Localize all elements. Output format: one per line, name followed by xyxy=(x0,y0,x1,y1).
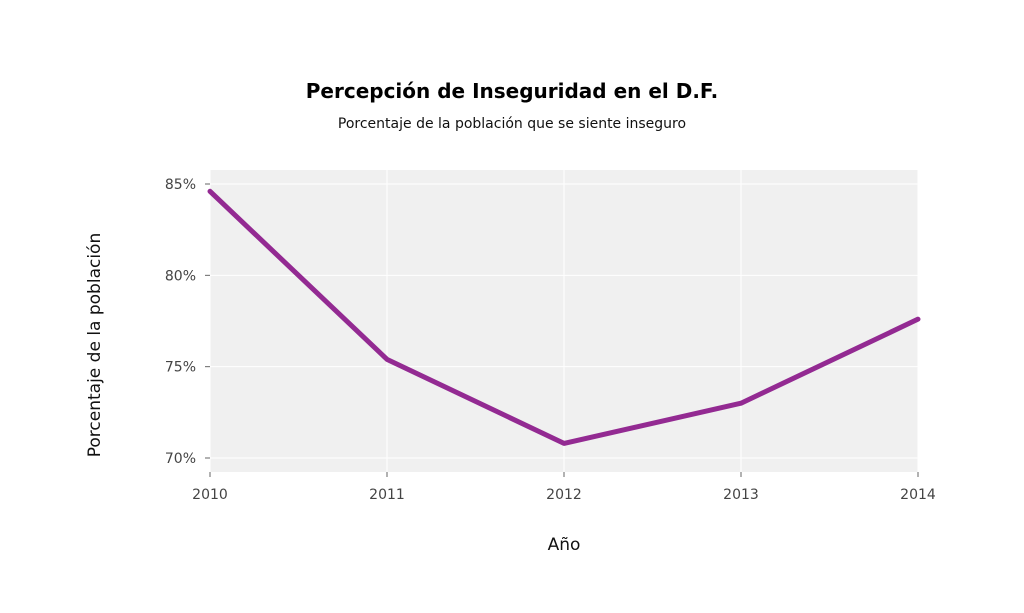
x-axis-label: Año xyxy=(547,535,581,555)
chart-subtitle: Porcentaje de la población que se siente… xyxy=(337,116,687,132)
x-tick-label: 2014 xyxy=(900,487,936,503)
y-tick-label: 80% xyxy=(165,268,196,284)
x-tick-label: 2011 xyxy=(369,487,405,503)
chart-title: Percepción de Inseguridad en el D.F. xyxy=(305,79,719,103)
x-tick-label: 2010 xyxy=(192,487,228,503)
y-tick-label: 70% xyxy=(165,451,196,467)
x-tick-label: 2012 xyxy=(546,487,582,503)
y-tick-label: 85% xyxy=(165,177,196,193)
y-tick-label: 75% xyxy=(165,360,196,376)
x-tick-label: 2013 xyxy=(723,487,759,503)
